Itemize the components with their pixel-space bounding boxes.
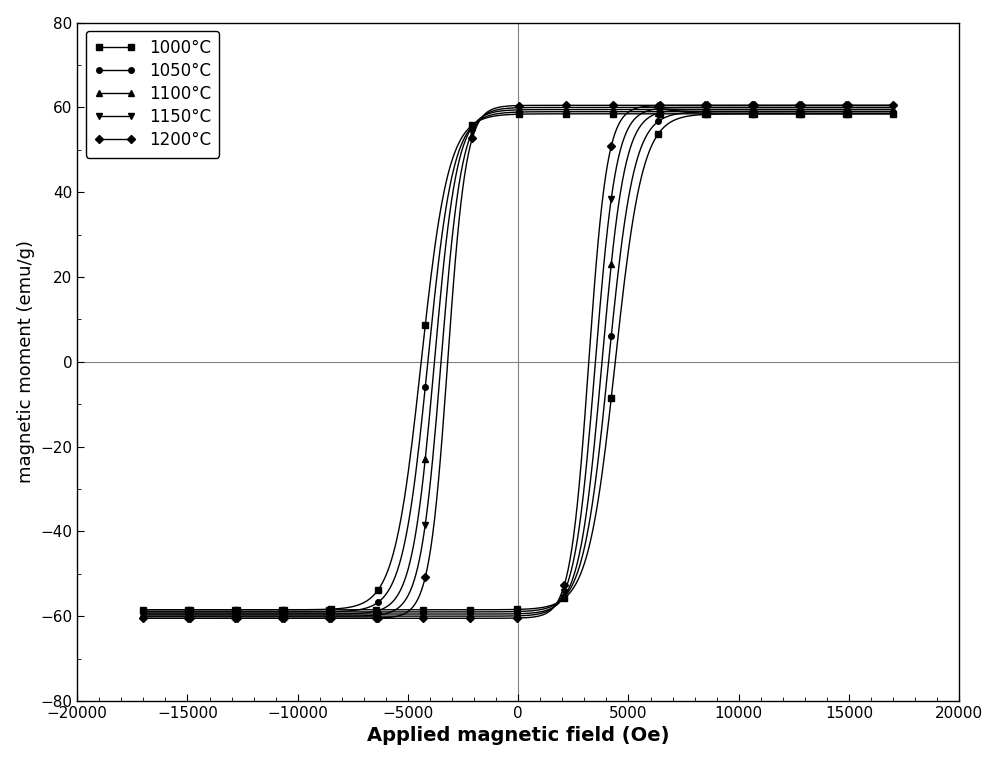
1150°C — [137, 612, 149, 621]
X-axis label: Applied magnetic field (Oe): Applied magnetic field (Oe) — [367, 726, 669, 745]
1050°C — [887, 107, 899, 117]
1050°C — [346, 607, 358, 616]
Y-axis label: magnetic moment (emu/g): magnetic moment (emu/g) — [17, 240, 35, 483]
1150°C — [643, 106, 655, 115]
1200°C — [643, 101, 655, 110]
1050°C — [590, 471, 602, 480]
1100°C — [346, 610, 358, 619]
1200°C — [233, 613, 245, 623]
1000°C — [137, 605, 149, 614]
1150°C — [590, 347, 602, 357]
1200°C — [797, 101, 809, 110]
1000°C — [590, 507, 602, 517]
1050°C — [415, 607, 427, 616]
1150°C — [346, 612, 358, 621]
Line: 1000°C: 1000°C — [141, 111, 896, 613]
1050°C — [137, 607, 149, 616]
1150°C — [887, 103, 899, 112]
1100°C — [342, 610, 354, 619]
Line: 1050°C: 1050°C — [141, 109, 896, 615]
1200°C — [415, 613, 427, 623]
Legend: 1000°C, 1050°C, 1100°C, 1150°C, 1200°C: 1000°C, 1050°C, 1100°C, 1150°C, 1200°C — [86, 31, 219, 158]
1050°C — [797, 107, 809, 117]
1200°C — [342, 613, 354, 623]
1200°C — [346, 613, 358, 623]
1000°C — [342, 605, 354, 614]
Line: 1200°C: 1200°C — [141, 103, 896, 621]
1000°C — [643, 148, 655, 157]
1000°C — [346, 605, 358, 614]
1100°C — [166, 610, 178, 619]
1200°C — [590, 259, 602, 268]
1150°C — [415, 612, 427, 621]
1150°C — [342, 612, 354, 621]
1100°C — [137, 610, 149, 619]
Line: 1100°C: 1100°C — [141, 107, 896, 616]
1100°C — [643, 113, 655, 122]
1100°C — [887, 105, 899, 114]
1050°C — [643, 127, 655, 136]
1200°C — [137, 613, 149, 623]
1100°C — [797, 105, 809, 114]
Line: 1150°C: 1150°C — [141, 104, 896, 619]
1150°C — [797, 103, 809, 112]
1200°C — [887, 101, 899, 110]
1150°C — [192, 612, 204, 621]
1000°C — [887, 109, 899, 118]
1050°C — [139, 607, 151, 616]
1100°C — [415, 610, 427, 619]
1000°C — [415, 605, 427, 614]
1000°C — [797, 109, 809, 118]
1100°C — [590, 421, 602, 430]
1050°C — [342, 607, 354, 616]
